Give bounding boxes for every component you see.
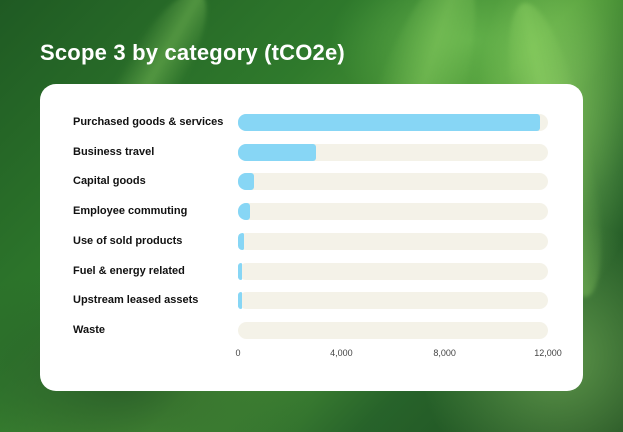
category-label: Fuel & energy related [73, 264, 185, 277]
x-tick-label: 8,000 [433, 348, 456, 358]
x-tick-label: 4,000 [330, 348, 353, 358]
bar-track [238, 203, 548, 221]
bar[interactable] [238, 143, 316, 161]
category-label: Capital goods [73, 175, 146, 188]
bar-track [238, 292, 548, 310]
category-label: Use of sold products [73, 234, 183, 247]
bar[interactable] [238, 262, 242, 280]
bar-track [238, 232, 548, 250]
category-label: Employee commuting [73, 205, 188, 218]
bar[interactable] [238, 203, 250, 221]
chart-card: Purchased goods & services Business trave… [40, 84, 583, 391]
chart-title: Scope 3 by category (tCO2e) [40, 40, 345, 65]
bar-track [238, 321, 548, 339]
bar[interactable] [238, 232, 245, 250]
x-tick-label: 12,000 [534, 348, 562, 358]
bar[interactable] [238, 114, 541, 131]
category-label: Upstream leased assets [73, 294, 199, 307]
bar-track [238, 262, 548, 280]
x-tick-label: 0 [235, 348, 241, 358]
category-label: Purchased goods & services [73, 116, 224, 128]
bar-track [238, 173, 548, 191]
category-label: Waste [73, 323, 105, 336]
category-label: Business travel [73, 145, 155, 158]
bar[interactable] [238, 292, 242, 310]
bar-track [238, 143, 548, 161]
bar[interactable] [238, 173, 254, 191]
